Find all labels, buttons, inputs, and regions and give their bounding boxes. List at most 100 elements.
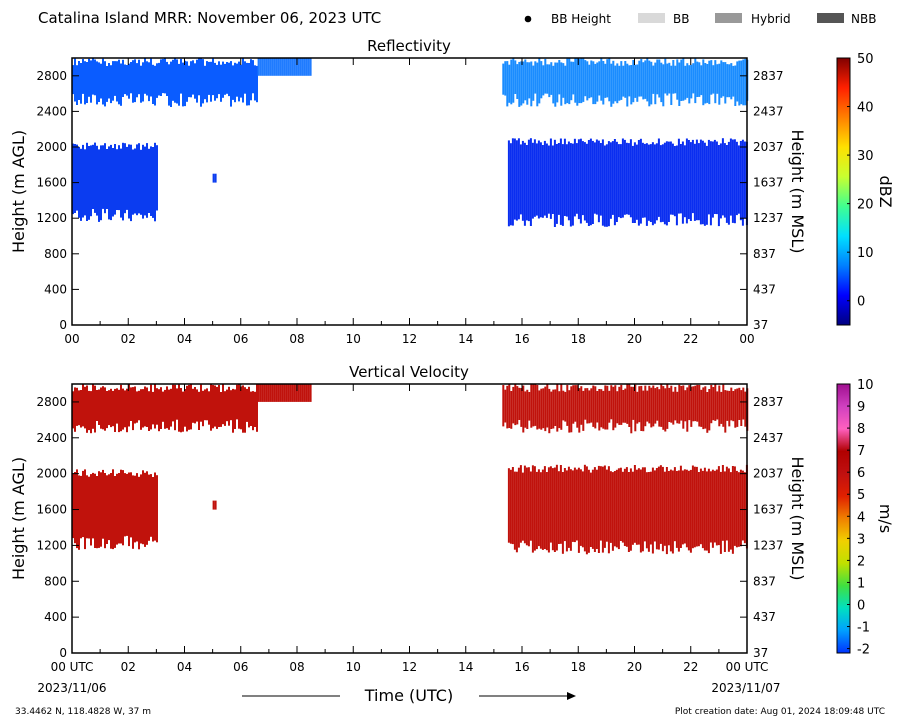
echo-cell <box>524 391 527 428</box>
echo-cell <box>572 61 575 95</box>
echo-cell <box>611 472 614 551</box>
x-tick-label: 00 <box>739 332 754 346</box>
echo-cell <box>110 473 112 549</box>
end-date-label: 2023/11/07 <box>711 681 780 695</box>
echo-cell <box>590 388 593 423</box>
echo-cell <box>721 138 724 216</box>
echo-cell <box>506 385 509 429</box>
echo-cell <box>142 62 144 102</box>
echo-cell <box>257 58 260 76</box>
x-tick-label: 00 UTC <box>726 660 769 674</box>
echo-cell <box>530 61 533 107</box>
echo-cell <box>726 64 729 98</box>
echo-cell <box>521 140 524 221</box>
echo-cell <box>576 385 579 428</box>
echo-cell <box>134 59 136 103</box>
echo-cell <box>96 61 98 105</box>
echo-cell <box>517 138 520 220</box>
echo-cell <box>724 390 727 433</box>
echo-cell <box>583 464 586 552</box>
echo-cell <box>533 139 536 217</box>
echo-cell <box>571 143 574 226</box>
echo-cell <box>108 474 110 541</box>
echo-cell <box>78 475 80 550</box>
echo-cell <box>519 144 522 215</box>
echo-cell <box>212 173 215 183</box>
y-tick-label: 1200 <box>36 211 67 225</box>
colorbar-tick-label: 20 <box>857 198 874 213</box>
echo-cell <box>692 63 695 94</box>
echo-cell <box>132 475 134 549</box>
echo-cell <box>733 139 736 224</box>
echo-cell <box>694 385 697 422</box>
echo-cell <box>158 62 160 96</box>
echo-cell <box>140 474 142 544</box>
x-tick-label: 08 <box>289 332 304 346</box>
echo-cell <box>560 62 563 106</box>
echo-cell <box>502 63 505 95</box>
echo-cell <box>637 468 640 545</box>
echo-cell <box>645 472 648 549</box>
echo-cell <box>710 384 713 424</box>
echo-cell <box>717 145 720 227</box>
echo-cell <box>246 62 248 106</box>
echo-cell <box>98 471 100 548</box>
echo-cell <box>596 391 599 423</box>
echo-cell <box>527 139 530 222</box>
echo-cell <box>508 64 511 103</box>
echo-cell <box>696 384 699 422</box>
echo-cell <box>106 149 108 209</box>
echo-cell <box>641 142 644 218</box>
echo-cell <box>92 472 94 539</box>
echo-cell <box>695 139 698 221</box>
echo-cell <box>651 142 654 226</box>
echo-cell <box>712 387 715 421</box>
echo-cell <box>194 63 196 99</box>
echo-cell <box>686 63 689 98</box>
echo-cell <box>283 384 286 402</box>
legend-label-2: Hybrid <box>751 12 791 26</box>
echo-cell <box>668 62 671 94</box>
echo-cell <box>539 142 542 218</box>
echo-cell <box>706 64 709 103</box>
echo-cell <box>620 384 623 425</box>
echo-cell <box>582 58 585 102</box>
echo-cell <box>509 143 512 226</box>
echo-cell <box>538 390 541 429</box>
echo-cell <box>639 469 642 553</box>
echo-cell <box>220 64 222 102</box>
echo-cell <box>580 386 583 425</box>
echo-cell <box>122 388 124 430</box>
echo-cell <box>156 145 158 211</box>
echo-cell <box>717 466 720 546</box>
echo-cell <box>242 385 244 433</box>
echo-cell <box>597 465 600 553</box>
echo-cell <box>542 65 545 96</box>
echo-cell <box>510 59 513 105</box>
reflectivity-panel-title: Reflectivity <box>367 37 451 55</box>
x-tick-label: 10 <box>346 660 361 674</box>
echo-cell <box>671 143 674 215</box>
time-arrow-head-icon <box>567 692 576 700</box>
echo-cell <box>120 384 122 432</box>
echo-cell <box>291 58 294 76</box>
y-tick-label-right: 2437 <box>753 431 784 445</box>
echo-cell <box>116 61 118 102</box>
echo-cell <box>676 59 679 100</box>
echo-cell <box>702 387 705 430</box>
echo-cell <box>168 389 170 430</box>
y-tick-label-right: 2037 <box>753 467 784 481</box>
echo-cell <box>588 64 591 99</box>
echo-cell <box>628 384 631 427</box>
echo-cell <box>118 59 120 105</box>
echo-cell <box>515 471 518 553</box>
echo-cell <box>546 64 549 94</box>
echo-cell <box>102 58 104 105</box>
echo-cell <box>715 469 718 546</box>
echo-cell <box>711 141 714 218</box>
echo-cell <box>114 476 116 548</box>
echo-cell <box>702 59 705 106</box>
y-axis-label: Height (m AGL) <box>9 130 28 253</box>
echo-cell <box>192 388 194 423</box>
